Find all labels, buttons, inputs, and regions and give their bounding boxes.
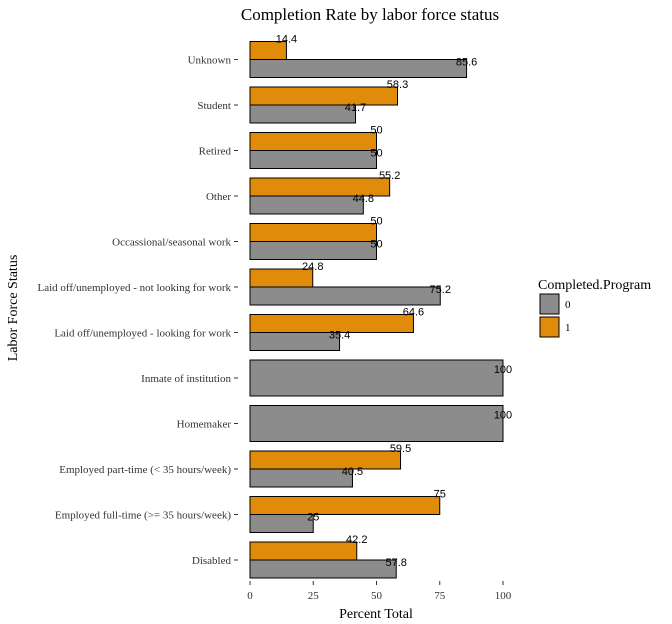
x-axis-title: Percent Total — [339, 607, 413, 622]
y-tick-label: Occassional/seasonal work — [112, 237, 231, 249]
data-label-series-0: 35.4 — [329, 330, 350, 342]
bar-series-0 — [249, 514, 314, 533]
data-label-series-0: 100 — [494, 364, 512, 376]
bar-series-0 — [249, 241, 377, 260]
chart-title: Completion Rate by labor force status — [241, 5, 499, 24]
data-label-series-1: 64.6 — [403, 307, 424, 319]
data-label-series-0: 50 — [370, 239, 382, 251]
data-label-series-0: 85.6 — [456, 57, 477, 69]
y-tick-label: Homemaker — [177, 419, 232, 431]
y-tick-label: Laid off/unemployed - looking for work — [54, 328, 231, 340]
bars-layer — [249, 41, 504, 579]
legend-title: Completed.Program — [538, 278, 651, 293]
y-tick-label: Student — [197, 100, 231, 112]
data-label-series-1: 75 — [434, 489, 446, 501]
data-label-series-0: 25 — [307, 512, 319, 524]
x-axis: 0 25 50 75 100 — [247, 581, 512, 602]
legend-label: 1 — [565, 322, 571, 334]
y-axis-tick-labels: Unknown Student Retired Other Occassional/se… — [38, 55, 238, 567]
bar-data-labels: 14.4 85.6 58.3 41.7 50 50 55.2 44.8 50 50 24.8 75.2… — [276, 34, 512, 570]
x-tick-label: 50 — [371, 590, 383, 602]
data-label-series-1: 42.2 — [346, 534, 367, 546]
data-label-series-0: 75.2 — [430, 284, 451, 296]
y-tick-label: Employed part-time (< 35 hours/week) — [59, 464, 231, 476]
y-tick-label: Unknown — [188, 55, 232, 67]
y-tick-label: Laid off/unemployed - not looking for wo… — [38, 282, 232, 294]
bar-series-0 — [249, 468, 353, 488]
y-tick-label: Other — [206, 191, 231, 203]
data-label-series-1: 50 — [370, 125, 382, 137]
data-label-series-0: 41.7 — [345, 102, 366, 114]
x-tick-label: 25 — [308, 590, 320, 602]
data-label-series-1: 24.8 — [302, 261, 323, 273]
y-tick-label: Disabled — [192, 555, 232, 567]
bar-series-1 — [249, 86, 398, 106]
x-tick-label: 75 — [434, 590, 446, 602]
data-label-series-1: 50 — [370, 216, 382, 228]
bar-series-1 — [249, 223, 377, 242]
legend-label: 0 — [565, 299, 571, 311]
bar-series-0 — [249, 332, 341, 351]
bar-series-1 — [249, 132, 377, 151]
data-label-series-1: 58.3 — [387, 79, 408, 91]
y-tick-label: Retired — [199, 146, 232, 158]
bar-series-1 — [249, 496, 441, 515]
data-label-series-0: 57.8 — [386, 557, 407, 569]
bar-series-0 — [249, 195, 364, 215]
bar-series-0 — [249, 150, 377, 169]
data-label-series-0: 50 — [370, 148, 382, 160]
legend-swatch-series-0 — [539, 293, 560, 315]
bar-series-1 — [249, 450, 402, 470]
bar-series-0 — [249, 286, 441, 306]
data-label-series-0: 100 — [494, 410, 512, 422]
x-tick-label: 100 — [495, 590, 512, 602]
bar-series-1 — [249, 541, 358, 561]
data-label-series-1: 14.4 — [276, 34, 297, 46]
y-tick-label: Employed full-time (>= 35 hours/week) — [55, 510, 231, 522]
bar-series-0 — [249, 104, 357, 124]
legend: Completed.Program 0 1 — [538, 278, 651, 338]
legend-swatch-series-1 — [539, 316, 560, 338]
bar-series-0 — [249, 59, 468, 78]
data-label-series-1: 55.2 — [379, 170, 400, 182]
bar-series-0 — [249, 559, 397, 579]
y-axis-title: Labor Force Status — [6, 255, 21, 362]
x-tick-label: 0 — [247, 590, 253, 602]
data-label-series-1: 59.5 — [390, 443, 411, 455]
data-label-series-0: 44.8 — [353, 193, 374, 205]
bar-series-0 — [249, 405, 504, 442]
bar-series-0 — [249, 359, 504, 397]
y-tick-label: Inmate of institution — [141, 373, 231, 385]
data-label-series-0: 40.5 — [342, 466, 363, 478]
